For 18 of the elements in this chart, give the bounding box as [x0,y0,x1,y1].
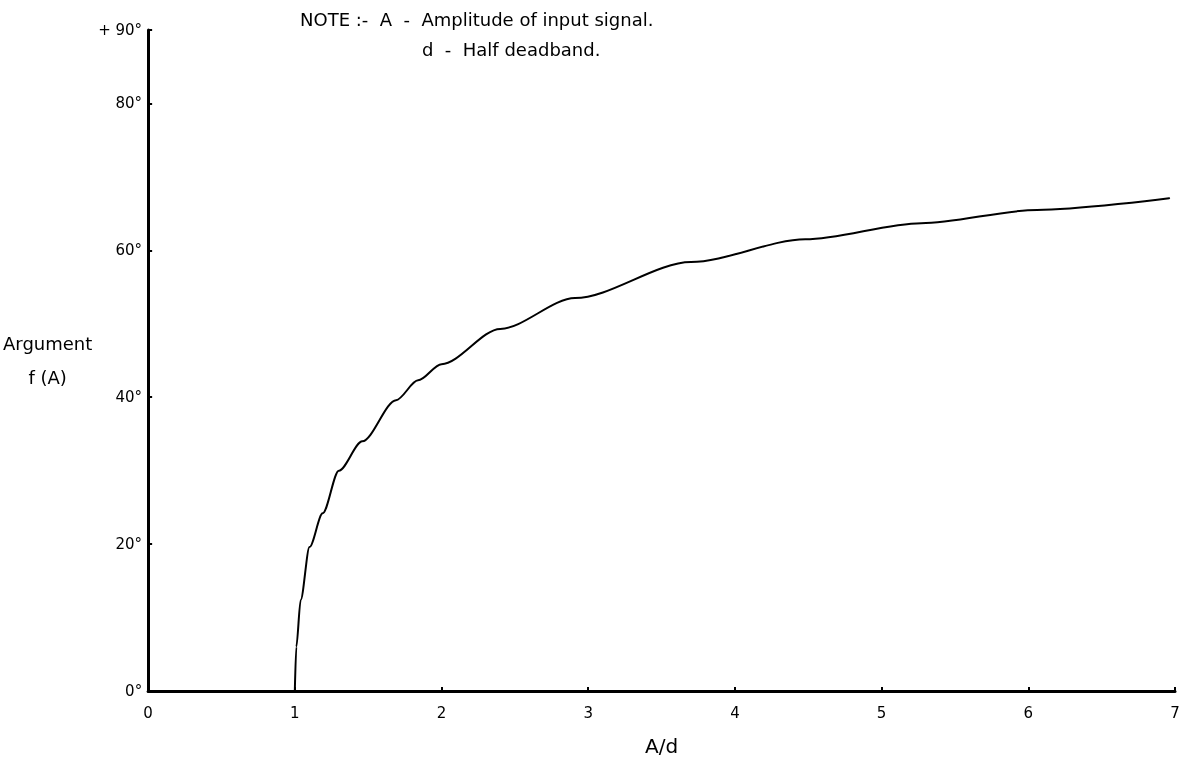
y-tick-label: 0° [125,682,143,700]
x-tick-label: 1 [290,703,300,722]
x-tick-label: 4 [730,703,740,722]
x-tick-label: 0 [143,703,153,722]
annotation: d - Half deadband. [422,38,601,60]
x-axis-title: A/d [645,734,679,758]
y-tick-label: 40° [115,388,143,407]
text: NOTE :- A - Amplitude of input signal. [300,8,654,30]
y-tick-label: 60° [115,241,143,260]
x-tick-label: 2 [436,703,447,722]
y-tick-label: 20° [115,535,143,554]
y-tick-label: 80° [115,94,143,113]
x-tick-label: 7 [1170,703,1180,722]
y-axis-title: Argument f (A) [3,333,93,388]
x-tick-label: 3 [583,703,593,722]
x-tick-label: 6 [1023,703,1034,722]
x-tick-label: 5 [876,703,887,722]
y-tick-label: + 90° [98,21,143,39]
